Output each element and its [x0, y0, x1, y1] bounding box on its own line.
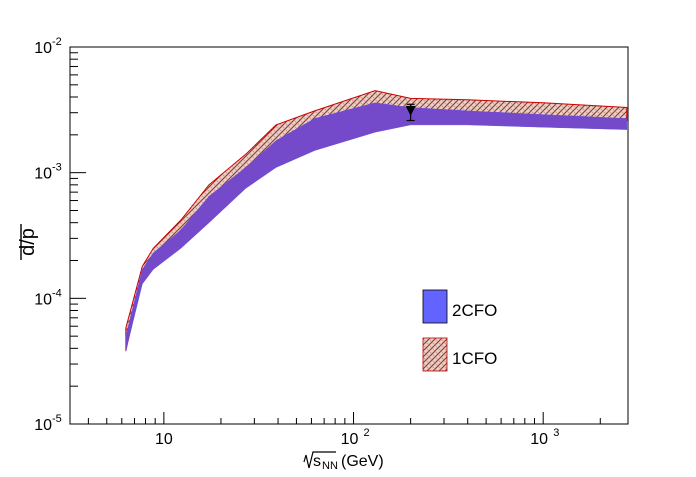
y-axis-label: d/p [17, 224, 39, 260]
plot-frame [69, 46, 629, 425]
x-axis-label: s NN (GeV) [303, 451, 384, 472]
x-tick-label: 10 [341, 431, 359, 448]
bands-layer [125, 90, 628, 352]
legend: 2CFO 1CFO [422, 289, 497, 372]
x-axis-label-sub: NN [322, 460, 338, 472]
y-tick-label: 10 [34, 417, 52, 434]
x-axis-label-base: s [313, 453, 321, 470]
data-point-triangle-down [405, 105, 416, 116]
y-tick-label: 10 [34, 40, 52, 57]
x-tick-exponent: 3 [553, 427, 559, 439]
y-axis-label-text: d/p [17, 228, 39, 256]
x-axis-label-unit: (GeV) [341, 453, 384, 470]
legend-label-1cfo: 1CFO [452, 349, 497, 368]
sqrt-sign-icon [303, 451, 336, 469]
legend-label-2cfo: 2CFO [452, 301, 497, 320]
band-overlap [125, 102, 627, 352]
axes-layer: 10 10 2 10 310 -510 -410 -310 -2 [34, 36, 601, 448]
band-2cfo [125, 102, 628, 352]
legend-swatch-2cfo [422, 289, 448, 324]
data-points-layer [405, 103, 416, 122]
y-tick-exponent: -5 [52, 413, 62, 425]
x-tick-label: 10 [155, 431, 173, 448]
y-tick-label: 10 [34, 291, 52, 308]
y-tick-exponent: -3 [52, 162, 62, 174]
y-tick-exponent: -2 [52, 36, 62, 48]
x-tick-label: 10 [530, 431, 548, 448]
y-tick-label: 10 [34, 166, 52, 183]
legend-swatch-1cfo [422, 337, 448, 372]
x-tick-exponent: 2 [364, 427, 370, 439]
y-tick-exponent: -4 [52, 287, 62, 299]
